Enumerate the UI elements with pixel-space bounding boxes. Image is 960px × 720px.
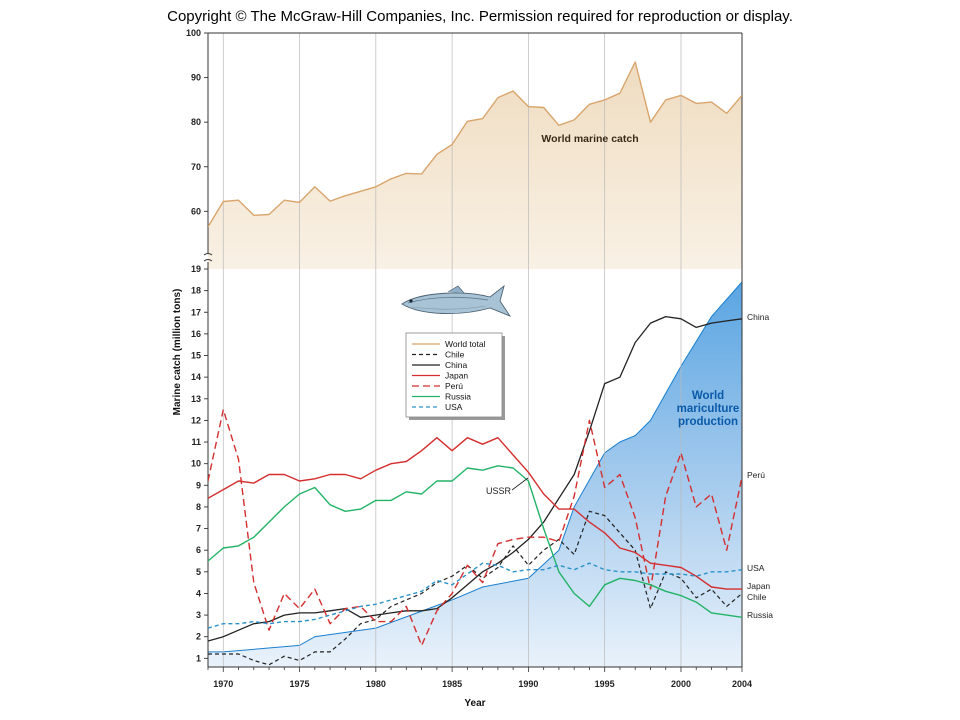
ytick-lower-4: 4	[196, 588, 201, 598]
ytick-lower-16: 16	[191, 329, 201, 339]
legend-label-0: World total	[445, 339, 486, 349]
ytick-lower-3: 3	[196, 610, 201, 620]
xtick-1995: 1995	[595, 679, 615, 689]
xtick-1975: 1975	[290, 679, 310, 689]
end-label-japan: Japan	[747, 581, 770, 591]
ytick-upper-80: 80	[191, 117, 201, 127]
end-label-peru: Perú	[747, 470, 765, 480]
ytick-lower-8: 8	[196, 502, 201, 512]
xtick-2004: 2004	[732, 679, 752, 689]
ytick-lower-5: 5	[196, 567, 201, 577]
series-line-chile	[208, 510, 742, 666]
world-marine-catch-area	[208, 62, 742, 269]
world-total-area	[208, 62, 742, 269]
ytick-lower-18: 18	[191, 286, 201, 296]
legend-label-4: Perú	[445, 381, 463, 391]
end-label-russia: Russia	[747, 610, 773, 620]
series-lines	[208, 61, 742, 666]
ytick-lower-1: 1	[196, 653, 201, 663]
axis-labels: 6070809010012345678910111213141516171819…	[186, 28, 773, 689]
xtick-1990: 1990	[518, 679, 538, 689]
series-line-japan	[208, 437, 742, 590]
legend-label-1: Chile	[445, 350, 465, 360]
series-line-peru	[208, 408, 742, 647]
y-axis-title: Marine catch (million tons)	[172, 289, 183, 416]
xtick-1985: 1985	[442, 679, 462, 689]
ytick-lower-15: 15	[191, 351, 201, 361]
ytick-lower-19: 19	[191, 264, 201, 274]
mariculture-label-line2: mariculture	[677, 403, 740, 415]
ytick-lower-17: 17	[191, 307, 201, 317]
series-line-china	[208, 315, 742, 642]
xtick-2000: 2000	[671, 679, 691, 689]
axis-break-mark	[203, 253, 213, 262]
ussr-label: USSR	[486, 486, 512, 496]
ussr-pointer	[511, 477, 529, 491]
mariculture-label-line3: production	[678, 416, 738, 428]
ytick-lower-7: 7	[196, 524, 201, 534]
legend-label-5: Russia	[445, 392, 471, 402]
series-line-russia	[208, 465, 742, 618]
mariculture-label-line1: World	[692, 390, 724, 402]
ytick-lower-2: 2	[196, 632, 201, 642]
legend-label-3: Japan	[445, 371, 468, 381]
world-marine-catch-label: World marine catch	[541, 133, 638, 145]
copyright-notice: Copyright © The McGraw-Hill Companies, I…	[167, 8, 793, 25]
ytick-lower-13: 13	[191, 394, 201, 404]
ytick-lower-12: 12	[191, 415, 201, 425]
end-label-china: China	[747, 312, 769, 322]
mariculture-edge	[208, 281, 743, 653]
x-axis-title: Year	[464, 698, 485, 709]
ytick-lower-14: 14	[191, 372, 201, 382]
fish-illustration	[401, 284, 512, 317]
ytick-lower-6: 6	[196, 545, 201, 555]
ytick-upper-60: 60	[191, 206, 201, 216]
gridlines	[222, 33, 682, 667]
series-line-usa	[208, 562, 742, 629]
ytick-lower-10: 10	[191, 459, 201, 469]
ytick-lower-9: 9	[196, 480, 201, 490]
series-line-world-total	[208, 61, 742, 228]
ytick-upper-90: 90	[191, 73, 201, 83]
xtick-1970: 1970	[213, 679, 233, 689]
ytick-upper-100: 100	[186, 28, 201, 38]
xtick-1980: 1980	[366, 679, 386, 689]
legend-label-2: China	[445, 360, 467, 370]
plot-frame	[203, 32, 743, 668]
ytick-lower-11: 11	[191, 437, 201, 447]
legend-label-6: USA	[445, 402, 463, 412]
end-label-usa: USA	[747, 563, 765, 573]
ytick-upper-70: 70	[191, 162, 201, 172]
end-label-chile: Chile	[747, 592, 767, 602]
